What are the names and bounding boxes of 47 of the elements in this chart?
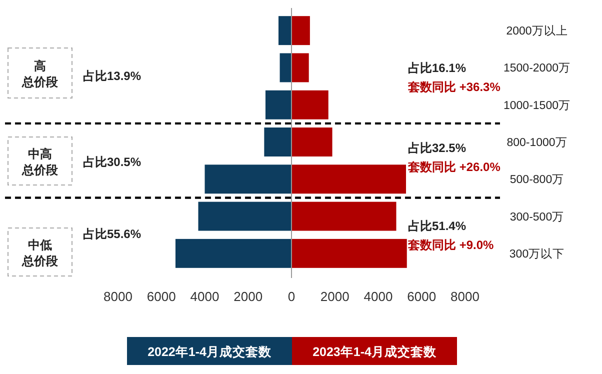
x-tick-label: 6000 bbox=[146, 289, 176, 304]
annotation: 套数同比 +9.0% bbox=[407, 238, 494, 252]
annotation: 占比30.5% bbox=[83, 155, 142, 169]
text: 中高 bbox=[28, 147, 52, 161]
text: 中低 bbox=[28, 238, 52, 252]
x-tick-label: 4000 bbox=[364, 289, 393, 304]
x-tick-label: 0 bbox=[288, 289, 296, 304]
x-tick-label: 8000 bbox=[450, 289, 480, 304]
bar bbox=[280, 53, 292, 82]
y-tick-label: 1500-2000万 bbox=[504, 62, 570, 75]
text: 2023年1-4月成交套数 bbox=[312, 344, 438, 359]
y-tick-label: 2000万以上 bbox=[506, 24, 568, 38]
bar bbox=[264, 128, 292, 156]
bar bbox=[292, 238, 407, 268]
x-tick-label: 2000 bbox=[234, 289, 263, 304]
bar bbox=[198, 202, 292, 231]
annotation: 占比16.1% bbox=[408, 61, 466, 75]
y-tick-label: 500-800万 bbox=[510, 173, 564, 186]
bar bbox=[292, 90, 328, 120]
annotation: 占比32.5% bbox=[408, 141, 466, 155]
y-tick-label: 1000-1500万 bbox=[504, 98, 570, 112]
bar bbox=[292, 16, 310, 46]
annotation: 占比51.4% bbox=[408, 219, 466, 233]
text: 2022年1-4月成交套数 bbox=[148, 344, 272, 359]
y-tick-label: 300万以下 bbox=[509, 247, 565, 260]
annotation: 占比13.9% bbox=[83, 69, 142, 83]
annotation: 套数同比 +26.0% bbox=[407, 160, 501, 174]
bar bbox=[278, 16, 292, 46]
bar bbox=[175, 238, 292, 268]
x-tick-label: 8000 bbox=[104, 289, 132, 304]
x-tick-label: 4000 bbox=[190, 289, 220, 304]
x-tick-label: 2000 bbox=[320, 289, 350, 304]
bar bbox=[204, 164, 292, 194]
x-tick-label: 6000 bbox=[407, 289, 436, 304]
text: 总价段 bbox=[21, 163, 59, 177]
bar bbox=[292, 128, 332, 156]
text: 高 bbox=[34, 59, 46, 73]
bar bbox=[292, 53, 309, 82]
bar bbox=[292, 164, 406, 194]
bar bbox=[292, 202, 396, 231]
annotation: 占比55.6% bbox=[83, 227, 142, 241]
y-tick-label: 300-500万 bbox=[510, 210, 564, 224]
annotation: 套数同比 +36.3% bbox=[407, 80, 501, 94]
text: 总价段 bbox=[21, 75, 59, 89]
text: 总价段 bbox=[21, 254, 59, 268]
bar bbox=[265, 90, 292, 120]
y-tick-label: 800-1000万 bbox=[506, 136, 568, 149]
